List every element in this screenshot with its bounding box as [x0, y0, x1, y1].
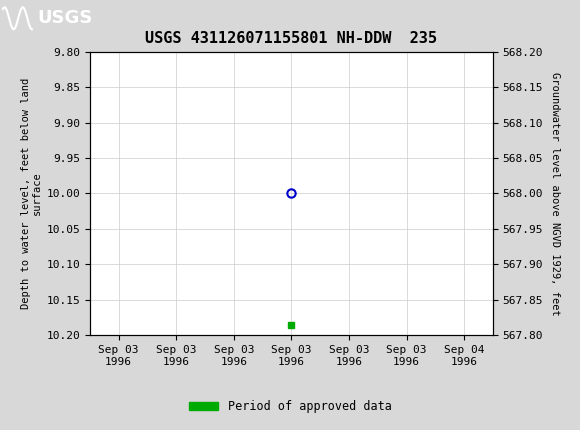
Y-axis label: Depth to water level, feet below land
surface: Depth to water level, feet below land su…: [21, 78, 42, 309]
Y-axis label: Groundwater level above NGVD 1929, feet: Groundwater level above NGVD 1929, feet: [550, 72, 560, 315]
Legend: Period of approved data: Period of approved data: [184, 395, 396, 418]
Title: USGS 431126071155801 NH-DDW  235: USGS 431126071155801 NH-DDW 235: [146, 31, 437, 46]
Text: USGS: USGS: [38, 9, 93, 27]
